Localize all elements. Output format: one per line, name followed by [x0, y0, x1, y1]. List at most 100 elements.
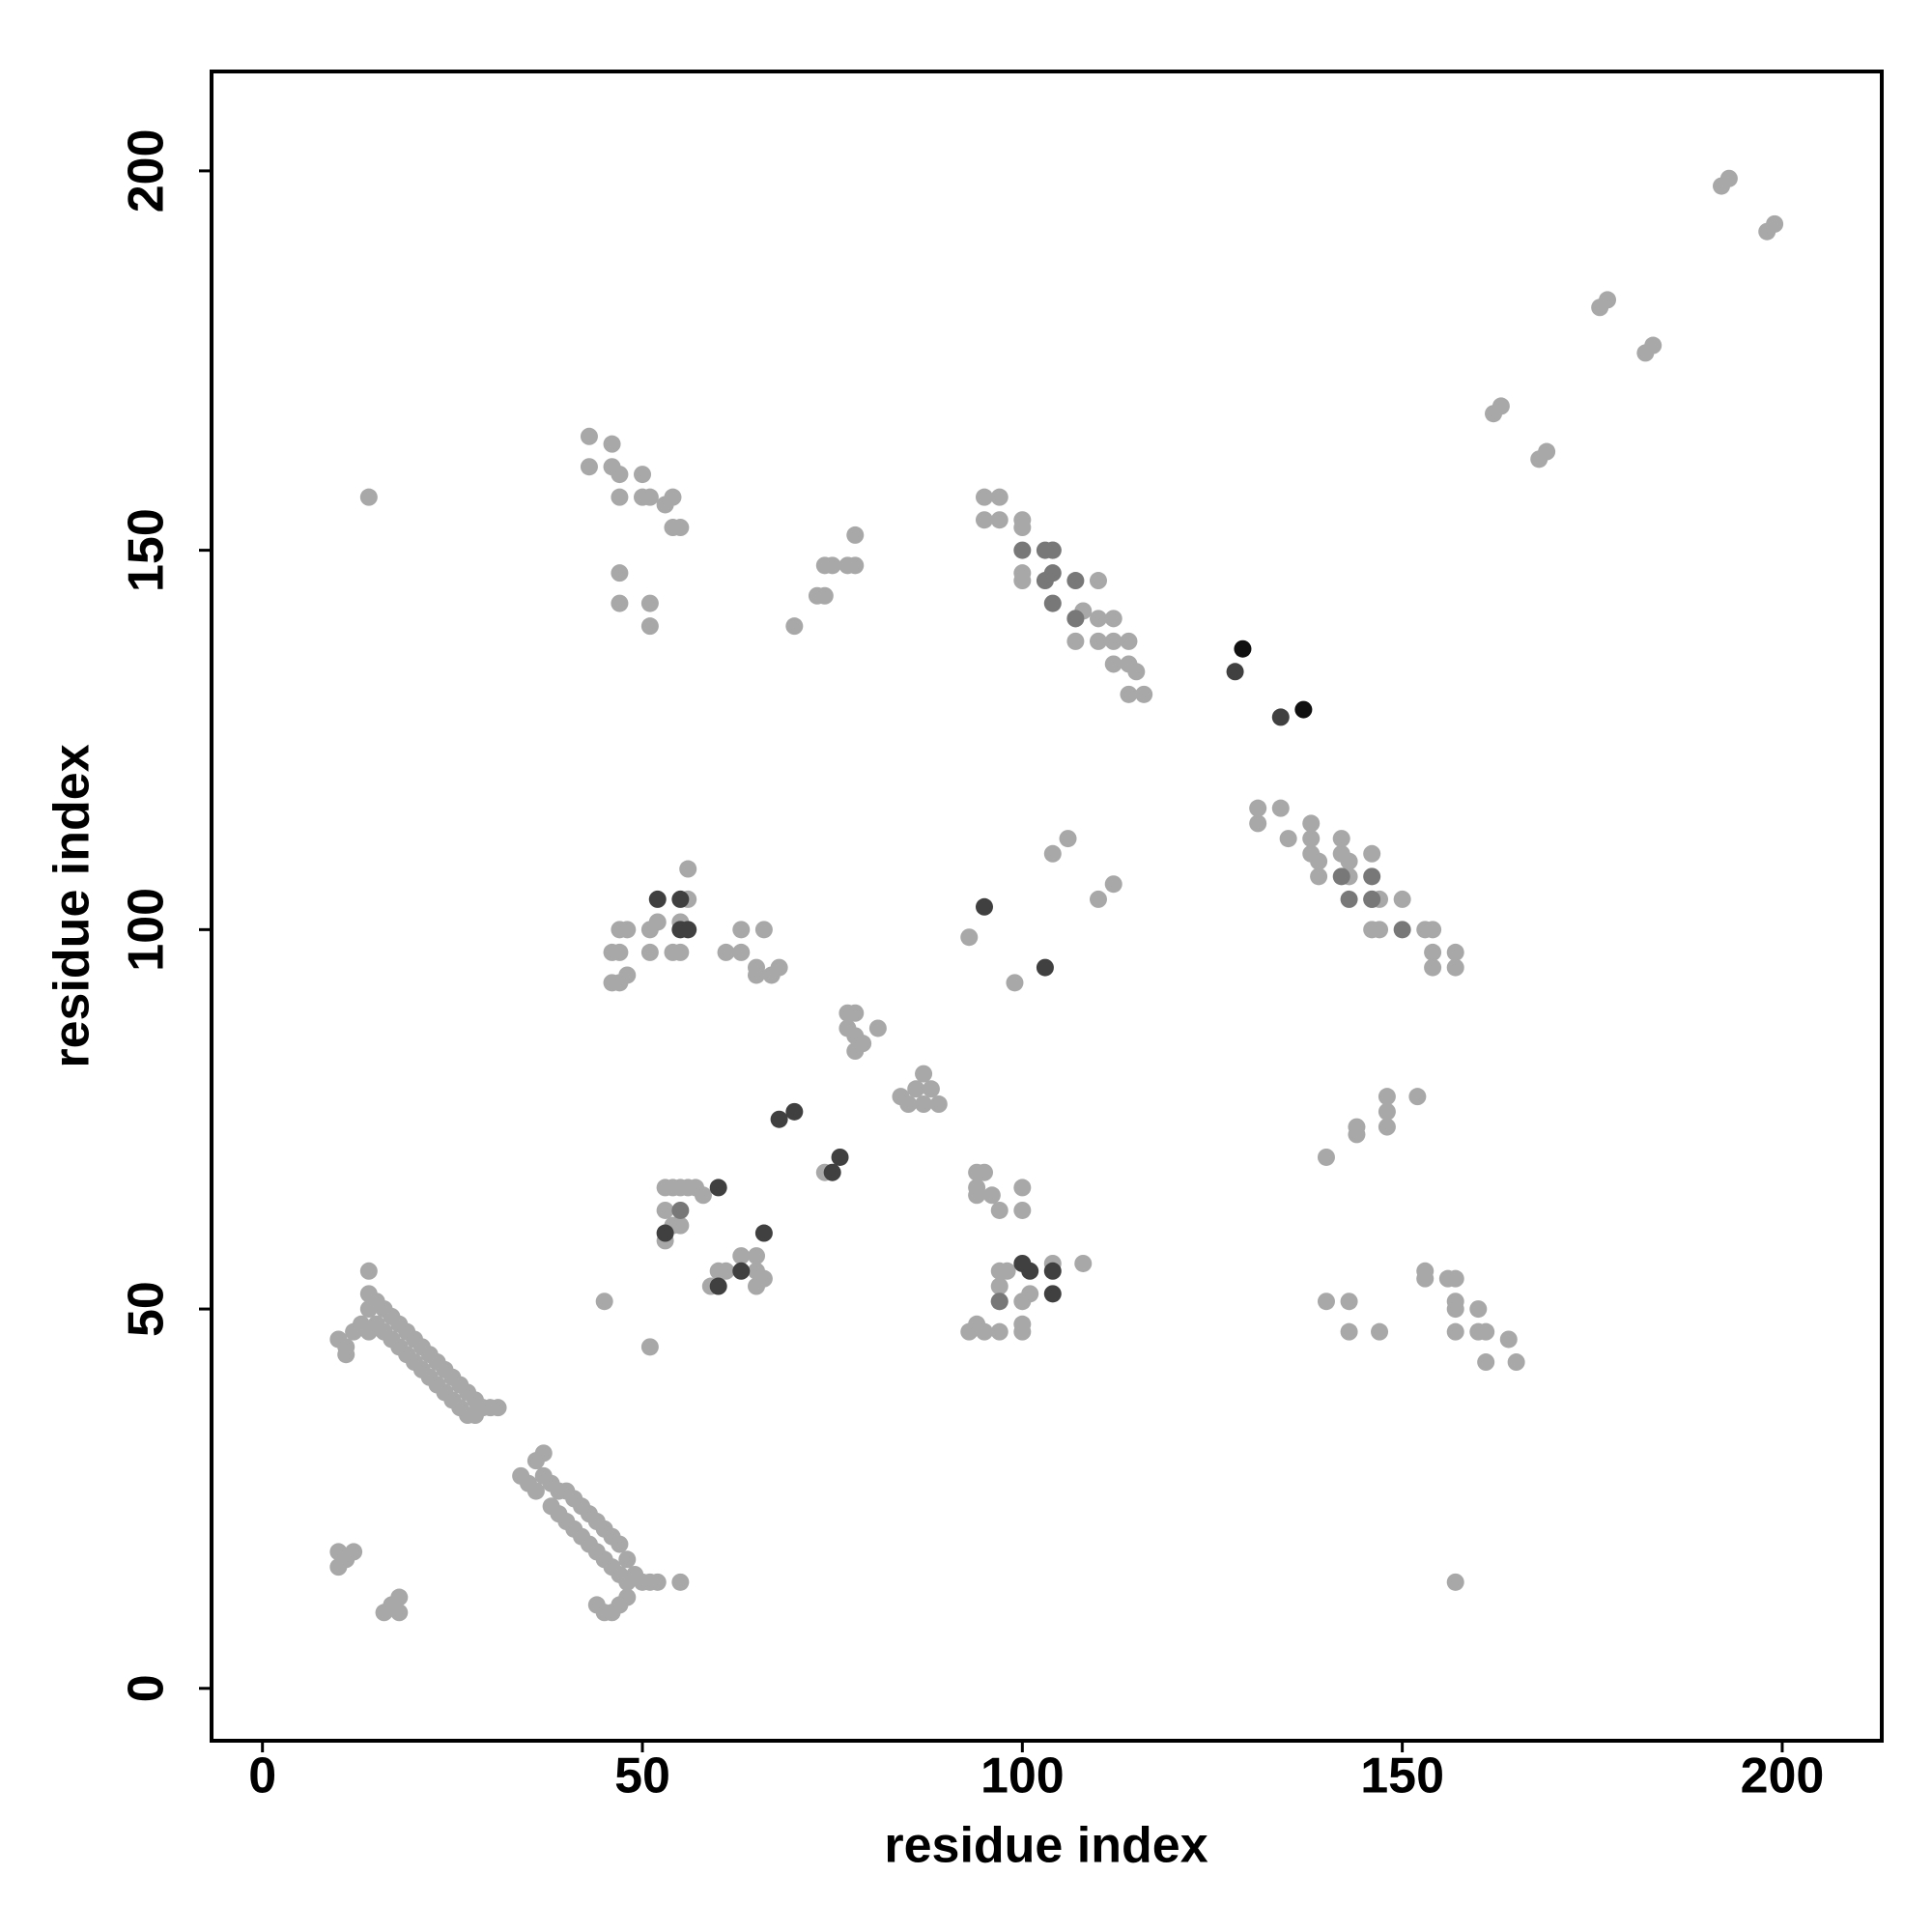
point [929, 1095, 948, 1114]
point [1104, 632, 1122, 650]
point [990, 1277, 1009, 1295]
point [671, 943, 690, 961]
point [1499, 1330, 1518, 1349]
point [611, 1535, 629, 1553]
point [1013, 1293, 1032, 1311]
point [1036, 958, 1054, 977]
point [990, 511, 1009, 529]
point [1021, 1262, 1039, 1280]
point [982, 1186, 1001, 1205]
x-tick-label: 200 [1741, 1748, 1825, 1804]
x-tick-label: 150 [1360, 1748, 1444, 1804]
point [748, 1247, 766, 1265]
point [640, 943, 659, 961]
point [748, 966, 766, 984]
point [785, 617, 804, 636]
point [1074, 1254, 1093, 1272]
point [990, 1322, 1009, 1341]
point [717, 1262, 735, 1280]
point [1332, 867, 1350, 886]
point [1538, 442, 1556, 461]
point [915, 1065, 933, 1083]
point [846, 556, 865, 575]
point [1446, 1322, 1464, 1341]
point [534, 1444, 553, 1463]
point [1446, 1300, 1464, 1319]
point [1446, 1269, 1464, 1288]
point [1446, 958, 1464, 977]
point [359, 488, 378, 506]
point [1249, 814, 1267, 833]
point [1234, 639, 1252, 658]
point [1249, 799, 1267, 817]
point [640, 488, 659, 506]
point [990, 1293, 1009, 1311]
point [717, 943, 735, 961]
point [640, 1338, 659, 1356]
point [868, 1019, 887, 1037]
point [1310, 867, 1328, 886]
point [1340, 890, 1358, 908]
point [770, 1110, 788, 1128]
point [1766, 214, 1784, 233]
point [1013, 572, 1032, 590]
point [1104, 655, 1122, 673]
point [648, 890, 667, 908]
point [611, 488, 629, 506]
point [603, 435, 621, 453]
point [846, 526, 865, 544]
point [823, 556, 841, 575]
point [754, 921, 773, 939]
point [754, 1224, 773, 1242]
point [823, 1163, 841, 1181]
point [968, 1186, 986, 1205]
point [1363, 890, 1381, 908]
point [390, 1604, 409, 1622]
point [1089, 632, 1107, 650]
point [1226, 663, 1244, 681]
point [754, 1269, 773, 1288]
point [618, 921, 637, 939]
point [489, 1399, 507, 1417]
point [359, 1262, 378, 1280]
point [1036, 572, 1054, 590]
point [337, 1550, 355, 1569]
point [664, 488, 682, 506]
point [1599, 291, 1617, 309]
y-tick-label: 200 [119, 129, 175, 213]
point [526, 1482, 545, 1500]
point [1066, 610, 1085, 628]
point [990, 1201, 1009, 1219]
point [709, 1277, 727, 1295]
point [960, 928, 979, 947]
point [975, 897, 993, 916]
point [1424, 943, 1442, 961]
point [1340, 1293, 1358, 1311]
point [1371, 1322, 1389, 1341]
point [1104, 875, 1122, 894]
x-axis-title: residue index [884, 1818, 1208, 1874]
point [611, 564, 629, 582]
point [694, 1186, 712, 1205]
point [1363, 844, 1381, 863]
point [1271, 799, 1290, 817]
point [1378, 1088, 1396, 1106]
y-tick-label: 150 [119, 508, 175, 592]
point [975, 488, 993, 506]
point [1120, 632, 1138, 650]
point [990, 488, 1009, 506]
point [1066, 572, 1085, 590]
point [709, 1179, 727, 1197]
point [831, 1148, 849, 1166]
point [1507, 1353, 1525, 1372]
point [899, 1095, 918, 1114]
point [611, 974, 629, 992]
point [1317, 1148, 1335, 1166]
point [1279, 830, 1297, 848]
point [1089, 890, 1107, 908]
point [1043, 844, 1062, 863]
point [1477, 1353, 1495, 1372]
point [1294, 700, 1313, 719]
